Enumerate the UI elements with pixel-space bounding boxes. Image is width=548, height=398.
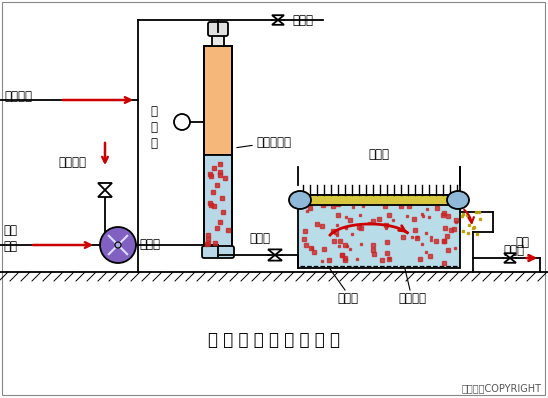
Bar [204,46,232,155]
Polygon shape [98,183,112,190]
Text: 压力溶气罐: 压力溶气罐 [256,135,291,148]
Bar [298,195,460,268]
Text: 东方仿真COPYRIGHT: 东方仿真COPYRIGHT [462,383,542,393]
Text: 减压阀: 减压阀 [249,232,271,246]
Text: 放气阀: 放气阀 [292,14,313,27]
Bar [298,195,460,268]
Circle shape [100,227,136,263]
Text: 气浮池: 气浮池 [503,244,524,256]
Polygon shape [504,253,516,258]
Circle shape [115,242,121,248]
Polygon shape [272,15,284,20]
Text: 空气进入: 空气进入 [4,90,32,103]
Text: 出水: 出水 [515,236,529,250]
Text: 加压泵: 加压泵 [139,238,160,252]
Bar [212,34,224,46]
FancyBboxPatch shape [202,246,234,258]
Text: 压
力
表: 压 力 表 [150,105,157,150]
Text: 气浮池: 气浮池 [338,291,358,304]
FancyBboxPatch shape [208,22,228,36]
Text: 化学药剂: 化学药剂 [58,156,86,168]
Ellipse shape [289,191,311,209]
Bar [298,195,460,205]
Bar [204,46,232,252]
Polygon shape [98,190,112,197]
Text: 原水
进入: 原水 进入 [3,224,17,252]
Text: 全 溶 气 气 浮 工 艺 流 程: 全 溶 气 气 浮 工 艺 流 程 [208,331,340,349]
Ellipse shape [447,191,469,209]
Polygon shape [504,258,516,263]
Polygon shape [268,250,282,255]
Circle shape [174,114,190,130]
Polygon shape [272,20,284,25]
Text: 刮渣机: 刮渣机 [368,148,390,162]
Bar [204,155,232,252]
Text: 集水系统: 集水系统 [398,291,426,304]
Polygon shape [268,255,282,261]
